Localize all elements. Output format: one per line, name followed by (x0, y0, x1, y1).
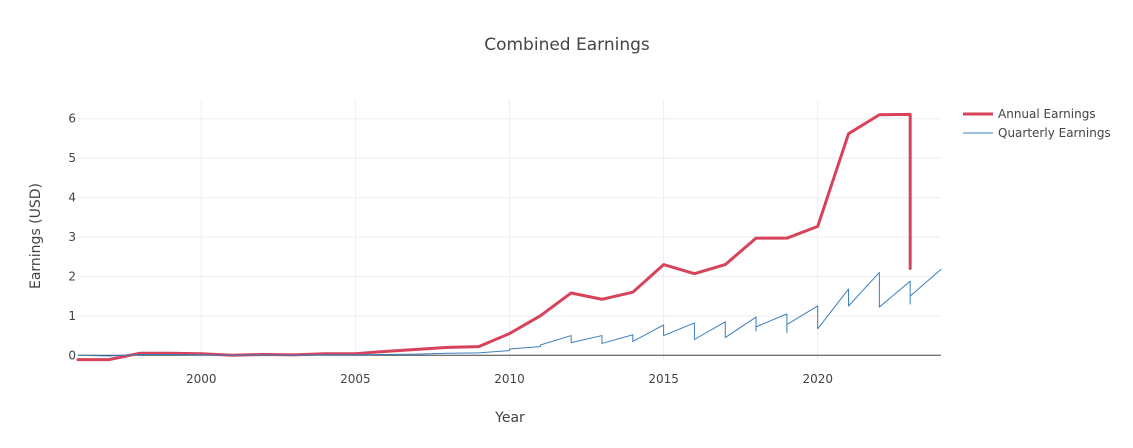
x-tick-label: 2015 (648, 372, 679, 386)
legend-item[interactable]: Annual Earnings (963, 107, 1096, 121)
x-tick-label: 2010 (494, 372, 525, 386)
legend-label: Annual Earnings (998, 107, 1096, 121)
y-tick-label: 4 (68, 191, 76, 205)
legend: Annual Earnings Quarterly Earnings (963, 107, 1111, 140)
x-tick-label: 2020 (802, 372, 833, 386)
y-tick-label: 6 (68, 112, 76, 126)
chart-title: Combined Earnings (484, 35, 650, 55)
legend-item[interactable]: Quarterly Earnings (963, 126, 1111, 140)
axis-layer: 2000 2005 2010 2015 2020 0 1 2 3 4 5 6 (68, 112, 833, 386)
y-tick-label: 0 (68, 348, 76, 362)
y-tick-label: 3 (68, 230, 76, 244)
x-tick-label: 2000 (186, 372, 217, 386)
y-axis-title: Earnings (USD) (28, 183, 44, 289)
x-tick-label: 2005 (340, 372, 371, 386)
series-line-quarterly-earnings (77, 268, 942, 357)
y-tick-label: 5 (68, 151, 76, 165)
y-tick-label: 2 (68, 269, 76, 283)
legend-label: Quarterly Earnings (998, 126, 1111, 140)
x-axis-title: Year (494, 410, 525, 426)
series-layer (76, 112, 942, 362)
y-tick-label: 1 (68, 309, 76, 323)
